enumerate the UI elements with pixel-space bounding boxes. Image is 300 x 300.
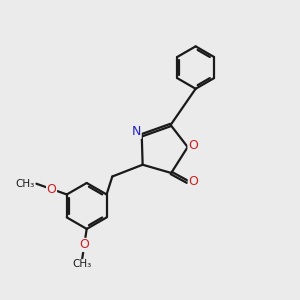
Text: O: O	[80, 238, 89, 251]
Text: O: O	[188, 175, 198, 188]
Text: CH₃: CH₃	[16, 179, 35, 189]
Text: CH₃: CH₃	[72, 260, 92, 269]
Text: O: O	[188, 139, 198, 152]
Text: O: O	[46, 183, 56, 196]
Text: N: N	[132, 125, 141, 138]
